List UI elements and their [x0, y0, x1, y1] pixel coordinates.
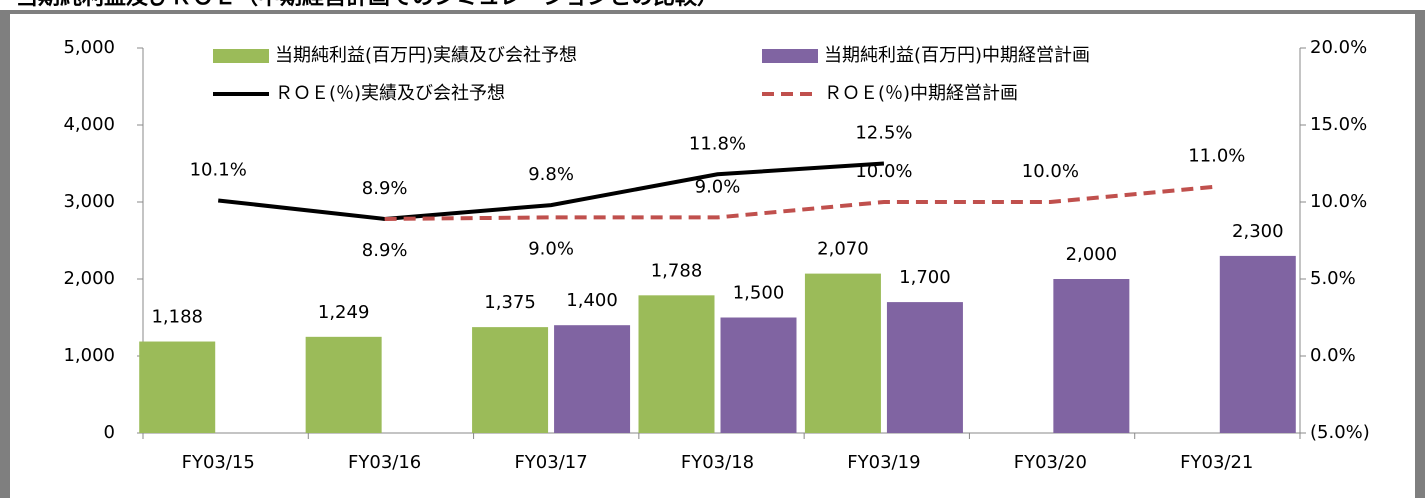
y2-tick-label: 0.0% — [1310, 345, 1356, 366]
bar-label: 1,700 — [899, 267, 951, 288]
frame-left — [0, 12, 10, 498]
y2-tick-label: 20.0% — [1310, 37, 1367, 58]
line-label: 12.5% — [855, 123, 912, 144]
x-tick-label: FY03/21 — [1180, 452, 1253, 473]
chart-title: 当期純利益及びＲＯＥ（中期経営計画でのシミュレーションとの比較） — [16, 0, 719, 10]
legend-label: ＲＯＥ(％)中期経営計画 — [824, 83, 1018, 104]
line-label: 10.0% — [855, 161, 912, 182]
bar-label: 1,500 — [733, 283, 785, 304]
legend-label: 当期純利益(百万円)中期経営計画 — [824, 45, 1090, 66]
bar — [886, 302, 963, 433]
bar-label: 1,788 — [651, 260, 703, 281]
bar-label: 1,249 — [318, 302, 370, 323]
line-label: 9.8% — [528, 164, 574, 185]
line-label: 9.0% — [695, 176, 741, 197]
y2-tick-label: (5.0%) — [1310, 422, 1370, 443]
y2-tick-label: 15.0% — [1310, 114, 1367, 135]
line — [384, 184, 1217, 221]
x-tick-label: FY03/18 — [681, 452, 754, 473]
y-tick-label: 1,000 — [63, 345, 115, 366]
x-tick-label: FY03/19 — [847, 452, 920, 473]
line — [217, 161, 885, 221]
y-tick-label: 3,000 — [63, 191, 115, 212]
x-tick-label: FY03/15 — [182, 452, 255, 473]
line-label: 10.1% — [190, 159, 247, 180]
y-tick-label: 4,000 — [63, 114, 115, 135]
bar — [139, 341, 216, 433]
x-tick-label: FY03/20 — [1014, 452, 1087, 473]
line-label: 8.9% — [362, 178, 408, 199]
bar-label: 1,375 — [484, 292, 536, 313]
bar — [305, 336, 382, 433]
bar — [554, 325, 631, 433]
legend-swatch — [762, 49, 818, 63]
line-label: 8.9% — [362, 240, 408, 261]
x-tick-label: FY03/16 — [348, 452, 421, 473]
bar-label: 2,070 — [817, 239, 869, 260]
bar-label: 1,188 — [151, 307, 203, 328]
bar — [1219, 255, 1296, 433]
bar — [638, 295, 715, 433]
line-label: 11.0% — [1188, 146, 1245, 167]
bar-label: 2,300 — [1232, 221, 1284, 242]
legend-label: ＲＯＥ(％)実績及び会社予想 — [275, 83, 505, 104]
x-tick-label: FY03/17 — [514, 452, 587, 473]
y2-tick-label: 5.0% — [1310, 268, 1356, 289]
y-tick-label: 0 — [104, 422, 115, 443]
legend-swatch — [213, 49, 269, 63]
frame-top — [0, 10, 1425, 14]
legend-label: 当期純利益(百万円)実績及び会社予想 — [275, 45, 577, 66]
y-tick-label: 5,000 — [63, 37, 115, 58]
y-tick-label: 2,000 — [63, 268, 115, 289]
bar-label: 2,000 — [1066, 244, 1118, 265]
y2-tick-label: 10.0% — [1310, 191, 1367, 212]
frame-right — [1415, 12, 1425, 498]
bar — [804, 273, 881, 433]
bar — [1053, 279, 1130, 433]
bar-label: 1,400 — [566, 290, 618, 311]
line-label: 9.0% — [528, 238, 574, 259]
line-label: 11.8% — [689, 133, 746, 154]
bar — [472, 327, 549, 433]
bar — [720, 317, 797, 433]
line-label: 10.0% — [1022, 161, 1079, 182]
